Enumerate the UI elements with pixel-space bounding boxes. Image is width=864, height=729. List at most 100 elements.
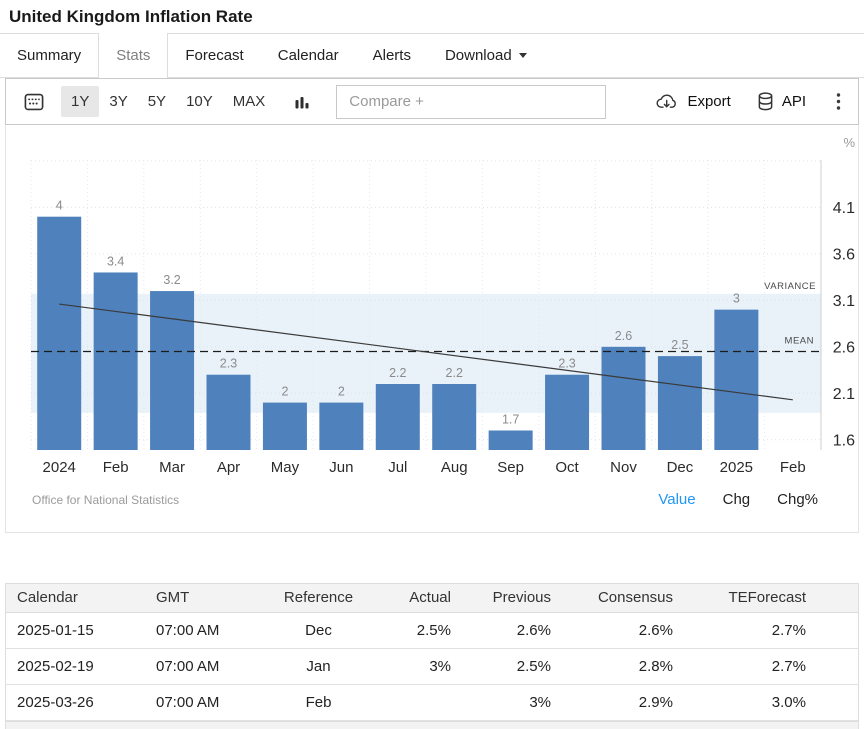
chart-type-button[interactable] xyxy=(291,90,314,114)
chart-footer: Office for National Statistics Value Chg… xyxy=(6,491,858,508)
table-row[interactable]: 2025-01-15 07:00 AM Dec 2.5% 2.6% 2.6% 2.7% xyxy=(6,612,858,649)
y-axis-label: 2.1 xyxy=(833,386,855,403)
chart-toolbar: 1Y 3Y 5Y 10Y MAX Export API xyxy=(5,78,859,125)
toggle-value[interactable]: Value xyxy=(658,491,696,508)
table-row[interactable]: 2025-03-26 07:00 AM Feb 3% 2.9% 3.0% xyxy=(6,684,858,721)
range-5y-button[interactable]: 5Y xyxy=(138,86,176,117)
trend-line xyxy=(59,303,793,401)
x-axis-label: Mar xyxy=(159,459,185,476)
inflation-bar-chart[interactable]: 4 2024 3.4 Feb 3.2 Mar 2.3 Apr 2 May 2 Jun 2.2 Jul 2.2… xyxy=(6,125,858,481)
table-cell: 2025-03-26 xyxy=(6,684,146,721)
y-axis-label: 3.1 xyxy=(833,293,855,310)
table-cell: 2025-01-15 xyxy=(6,612,146,649)
chart-source: Office for National Statistics xyxy=(32,492,180,507)
bar-Jul[interactable] xyxy=(375,384,420,450)
toggle-chgpct[interactable]: Chg% xyxy=(777,491,818,508)
tab-download[interactable]: Download xyxy=(428,34,544,77)
bar-value-label: 2.3 xyxy=(220,357,237,371)
table-cell: Jan xyxy=(261,648,376,685)
bar-value-label: 3.2 xyxy=(163,273,180,287)
table-header-row: Calendar GMT Reference Actual Previous Consen… xyxy=(6,584,858,613)
range-10y-button[interactable]: 10Y xyxy=(176,86,223,117)
tab-summary[interactable]: Summary xyxy=(17,47,82,64)
tab-alerts[interactable]: Alerts xyxy=(372,47,411,64)
bar-Mar[interactable] xyxy=(150,291,195,450)
bar-May[interactable] xyxy=(262,402,307,450)
tab-calendar[interactable]: Calendar xyxy=(277,47,339,64)
x-axis-label: Jul xyxy=(388,459,407,476)
y-axis-label: 1.6 xyxy=(833,432,855,449)
more-options-button[interactable] xyxy=(832,88,845,115)
bar-value-label: 2.6 xyxy=(615,329,632,343)
table-cell: 07:00 AM xyxy=(146,612,261,649)
bar-Feb[interactable] xyxy=(93,272,138,450)
table-cell: 2.6% xyxy=(561,612,683,649)
table-cell: Dec xyxy=(261,612,376,649)
chart-panel: 4 2024 3.4 Feb 3.2 Mar 2.3 Apr 2 May 2 Jun 2.2 Jul 2.2… xyxy=(5,125,859,533)
compare-input[interactable] xyxy=(336,84,607,119)
bar-value-label: 2.5 xyxy=(671,338,688,352)
bar-Apr[interactable] xyxy=(206,374,251,450)
table-cell: 2.9% xyxy=(561,684,683,721)
bar-Dec[interactable] xyxy=(657,356,702,450)
table-cell: 3% xyxy=(376,648,461,685)
table-row[interactable]: 2025-02-19 07:00 AM Jan 3% 2.5% 2.8% 2.7% xyxy=(6,648,858,685)
bar-value-label: 1.7 xyxy=(502,412,519,426)
bar-value-label: 2.2 xyxy=(389,366,406,380)
x-axis-label: Jun xyxy=(329,459,353,476)
bar-2024[interactable] xyxy=(37,216,82,450)
table-cell: 2.5% xyxy=(461,648,561,685)
table-bottom-strip xyxy=(5,721,859,729)
bar-Oct[interactable] xyxy=(545,374,590,450)
tab-stats[interactable]: Stats xyxy=(98,33,169,78)
range-selector: 1Y 3Y 5Y 10Y MAX xyxy=(61,86,275,117)
table-cell: 2.8% xyxy=(561,648,683,685)
x-axis-label: Aug xyxy=(441,459,468,476)
x-axis-label: 2024 xyxy=(43,459,76,476)
tab-forecast[interactable]: Forecast xyxy=(185,47,244,64)
bar-Sep[interactable] xyxy=(488,430,533,450)
date-range-button[interactable] xyxy=(19,87,49,117)
y-axis-label: 3.6 xyxy=(833,246,855,263)
bar-Nov[interactable] xyxy=(601,346,646,450)
toggle-chg[interactable]: Chg xyxy=(722,491,751,508)
table-cell: 3% xyxy=(461,684,561,721)
y-axis-label: 4.1 xyxy=(833,200,855,217)
series-mode-toggles: Value Chg Chg% xyxy=(658,491,818,508)
range-1y-button[interactable]: 1Y xyxy=(61,86,100,117)
bar-2025[interactable] xyxy=(714,309,759,450)
table-cell: 2025-02-19 xyxy=(6,648,146,685)
tab-bar: Summary Stats Forecast Calendar Alerts D… xyxy=(0,33,864,78)
bar-Jun[interactable] xyxy=(319,402,364,450)
api-button[interactable]: API xyxy=(757,88,806,115)
database-icon xyxy=(758,92,773,111)
x-axis-label: Sep xyxy=(497,459,524,476)
x-axis-label: Dec xyxy=(667,459,694,476)
x-axis-label: 2025 xyxy=(720,459,753,476)
export-button[interactable]: Export xyxy=(655,89,731,114)
chevron-down-icon xyxy=(518,53,527,58)
tab-download-label: Download xyxy=(444,47,512,64)
variance-annotation: VARIANCE xyxy=(764,281,816,292)
x-axis-label: Apr xyxy=(217,459,240,476)
page-header: United Kingdom Inflation Rate xyxy=(0,0,864,33)
cloud-download-icon xyxy=(656,94,677,108)
bar-value-label: 4 xyxy=(56,199,63,213)
table-cell: 2.7% xyxy=(683,648,858,685)
y-axis-label: 2.6 xyxy=(833,339,855,356)
bar-Aug[interactable] xyxy=(432,384,477,450)
col-header-reference: Reference xyxy=(261,584,376,613)
table-cell: Feb xyxy=(261,684,376,721)
x-axis-label: Nov xyxy=(610,459,637,476)
y-axis-unit: % xyxy=(843,135,855,150)
col-header-previous: Previous xyxy=(461,584,561,613)
bar-value-label: 2 xyxy=(281,385,288,399)
table-cell: 2.7% xyxy=(683,612,858,649)
range-max-button[interactable]: MAX xyxy=(223,86,276,117)
api-label: API xyxy=(781,93,806,110)
range-3y-button[interactable]: 3Y xyxy=(99,86,137,117)
table-cell: 07:00 AM xyxy=(146,684,261,721)
col-header-teforecast: TEForecast xyxy=(683,584,858,613)
calendar-icon xyxy=(24,93,44,110)
column-chart-icon xyxy=(295,96,309,108)
